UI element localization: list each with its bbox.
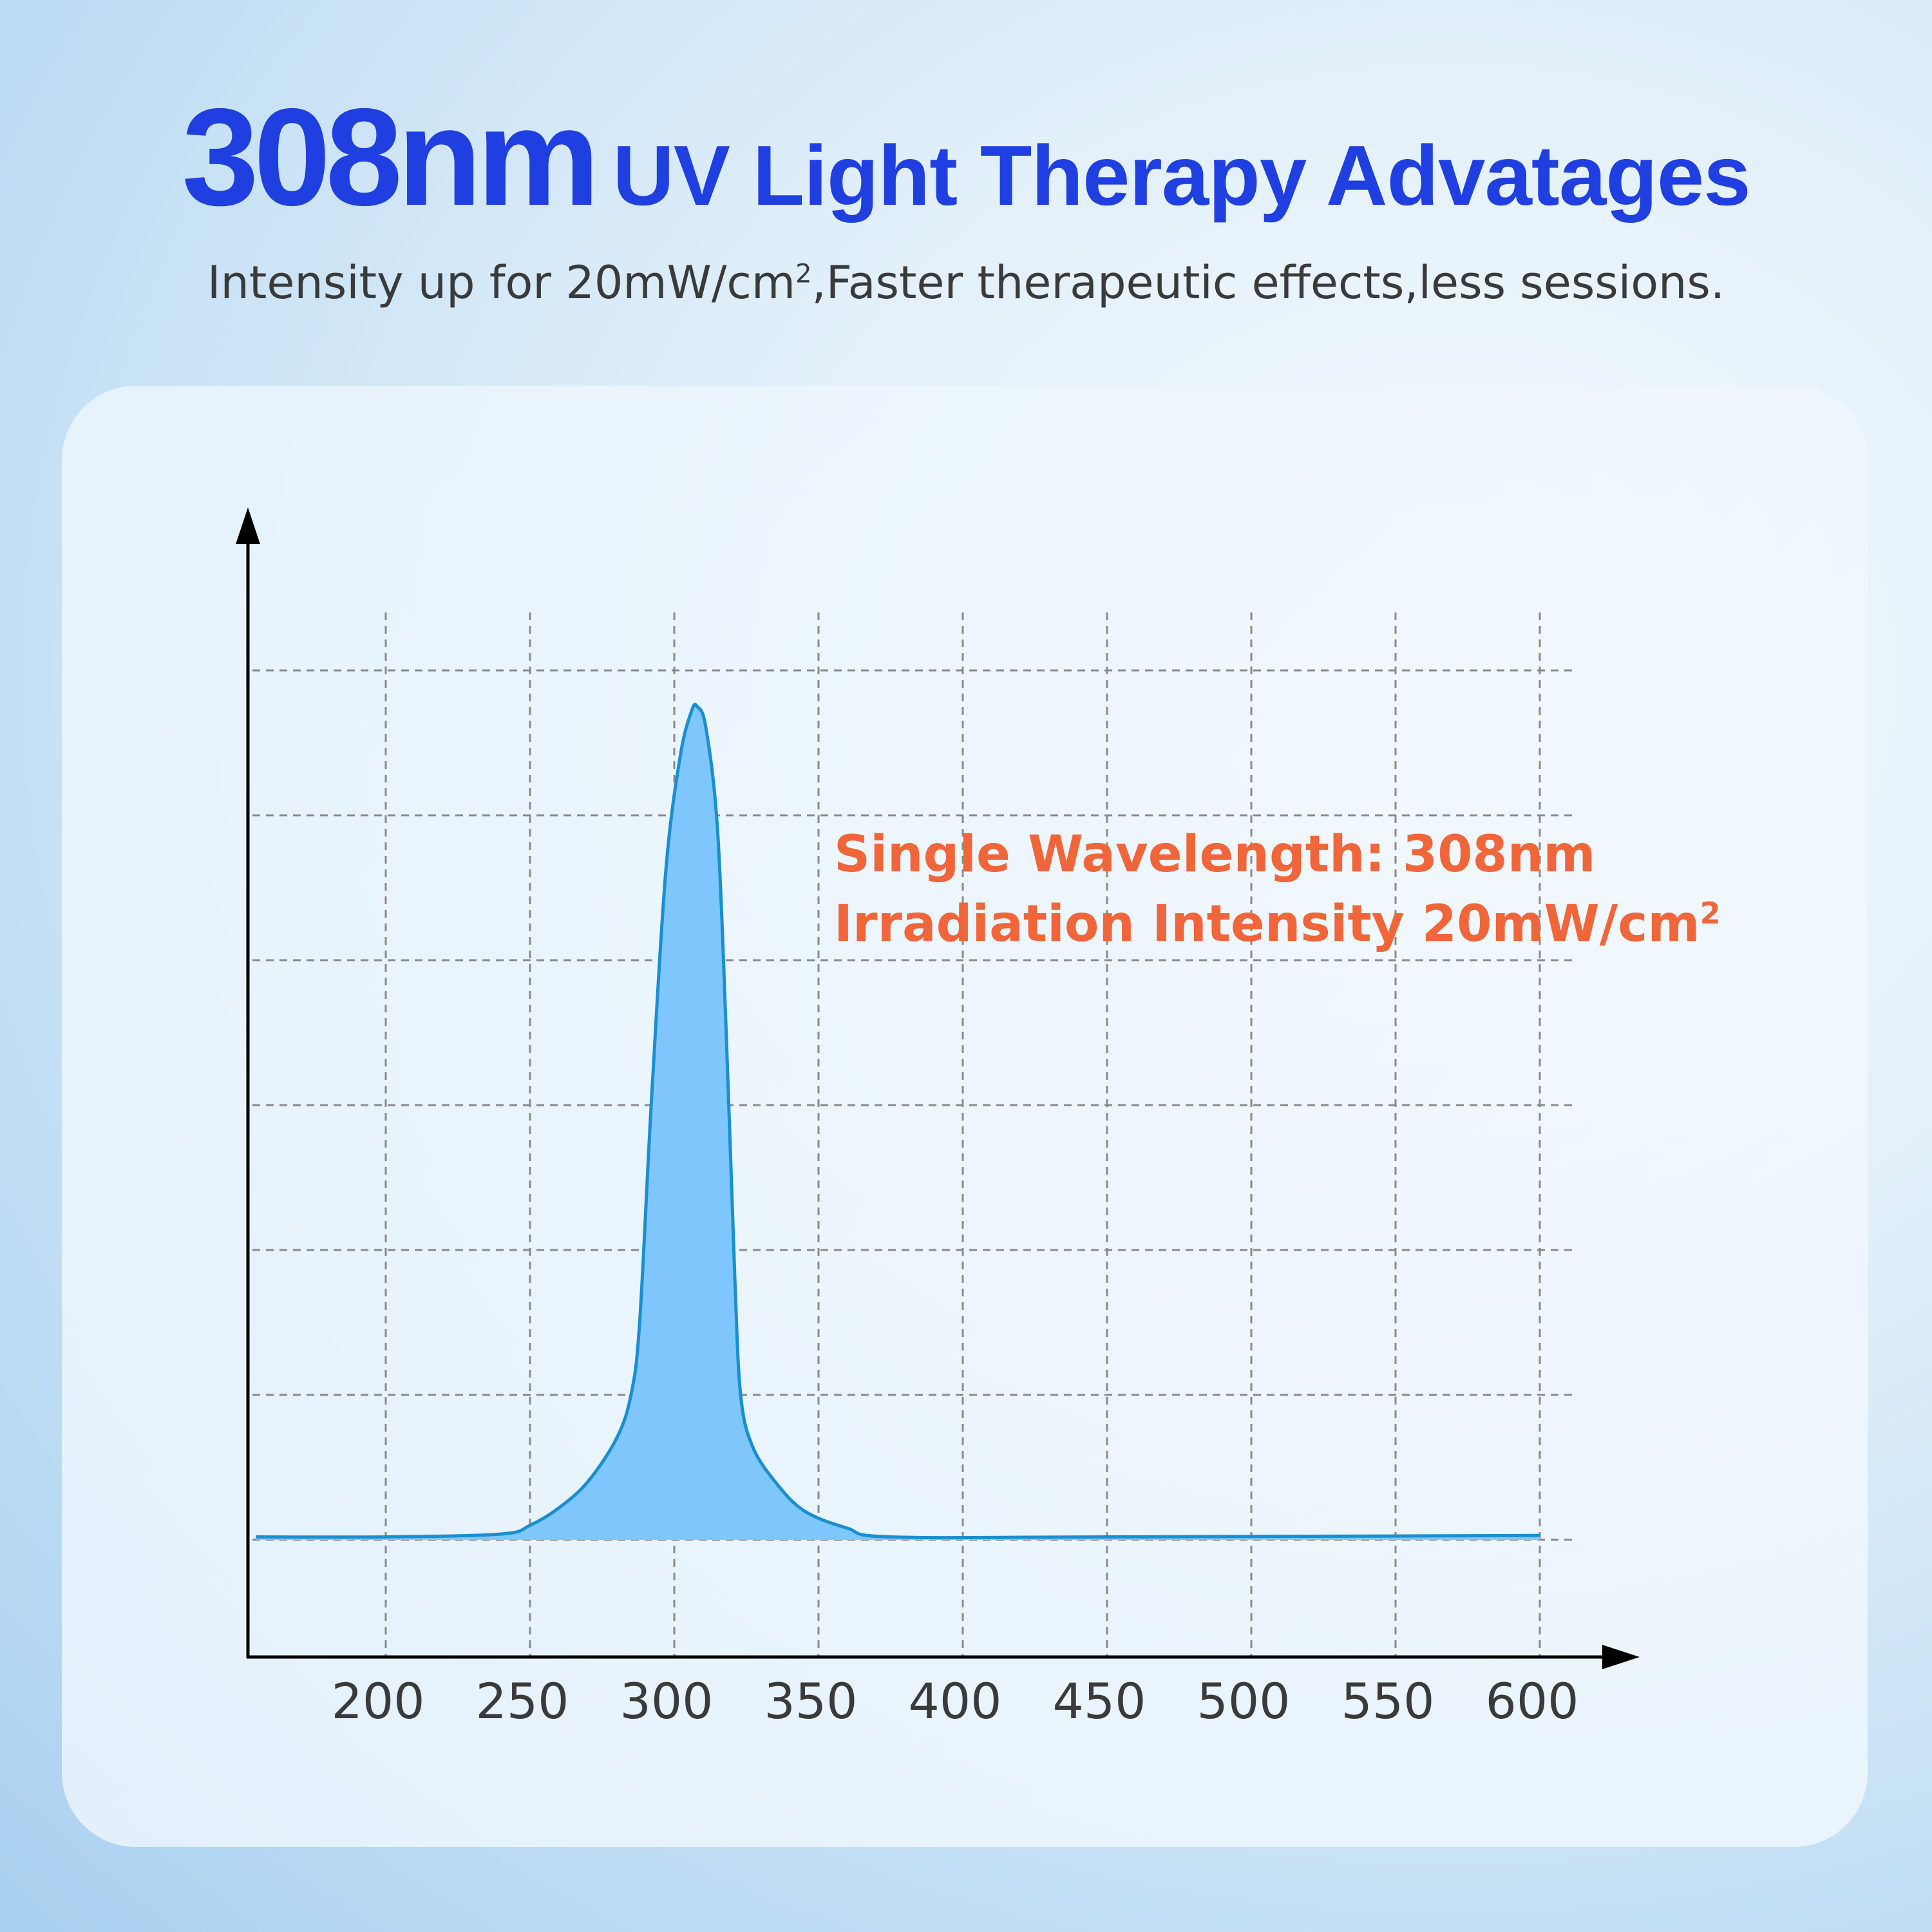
x-tick-label: 500 [1197,1672,1290,1730]
subtitle-sup: 2 [795,259,812,289]
x-tick-label: 600 [1485,1672,1578,1730]
annotation-text: Single Wavelength: 308nm [834,826,1596,884]
title-text: UV Light Therapy Advatages [612,128,1751,223]
chart-card [62,386,1868,1847]
x-tick-label: 400 [908,1672,1001,1730]
x-tick-label: 550 [1341,1672,1434,1730]
annotation-text: Irradiation Intensity 20mW/cm [834,895,1700,953]
title-wavelength: 308nm [182,79,600,234]
x-tick-label: 250 [475,1672,569,1730]
annotation-sup: 2 [1700,896,1721,931]
x-tick-label: 450 [1052,1672,1146,1730]
subtitle: Intensity up for 20mW/cm2,Faster therape… [0,256,1932,309]
annotation-intensity: Irradiation Intensity 20mW/cm2 [834,895,1721,953]
x-tick-label: 350 [764,1672,857,1730]
spectrum-line [256,703,1540,1540]
x-tick-label: 200 [331,1672,424,1730]
page-title: 308nm UV Light Therapy Advatages [0,77,1932,237]
annotation-wavelength: Single Wavelength: 308nm [834,826,1596,884]
y-axis-arrow-icon [236,507,260,544]
subtitle-part: ,Faster therapeutic effects,less session… [811,256,1725,309]
x-axis-arrow-icon [1602,1645,1640,1669]
subtitle-part: Intensity up for 20mW/cm [207,256,796,309]
x-tick-label: 300 [620,1672,713,1730]
